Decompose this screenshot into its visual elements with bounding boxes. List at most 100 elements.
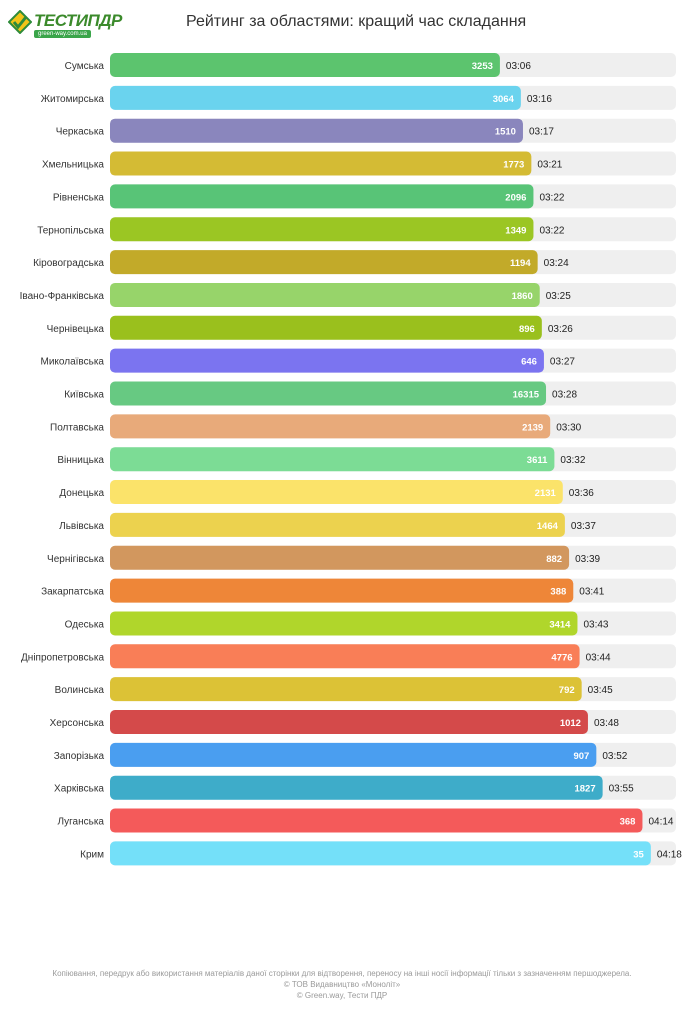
category-label: Рівненська xyxy=(53,192,105,203)
count-label: 16315 xyxy=(513,390,540,401)
count-label: 3253 xyxy=(472,61,493,72)
count-label: 896 xyxy=(519,324,535,335)
count-label: 388 xyxy=(550,587,566,598)
bar xyxy=(110,118,523,143)
time-label: 03:25 xyxy=(546,291,571,302)
bar xyxy=(110,381,547,406)
category-label: Львівська xyxy=(59,521,104,532)
time-label: 03:36 xyxy=(569,488,594,499)
bar xyxy=(110,545,570,570)
category-label: Харківська xyxy=(54,784,104,795)
bar xyxy=(110,250,538,275)
logo-text: ТЕСТИПДР xyxy=(34,11,122,30)
count-label: 882 xyxy=(546,554,562,565)
time-label: 03:48 xyxy=(594,718,619,729)
bar xyxy=(110,512,565,537)
bar xyxy=(110,841,651,866)
category-label: Закарпатська xyxy=(41,587,104,598)
time-label: 03:27 xyxy=(550,357,575,368)
bar xyxy=(110,808,643,833)
count-label: 2096 xyxy=(505,192,526,203)
count-label: 3611 xyxy=(527,455,548,466)
footer: Копіювання, передрук або використання ма… xyxy=(0,968,684,1001)
count-label: 2139 xyxy=(522,422,543,433)
time-label: 03:43 xyxy=(583,619,608,630)
chart-title: Рейтинг за областями: кращий час складан… xyxy=(186,13,527,30)
time-label: 03:52 xyxy=(602,751,627,762)
bar xyxy=(110,315,542,340)
bar xyxy=(110,85,521,110)
bar xyxy=(110,677,582,702)
bar xyxy=(110,644,580,669)
count-label: 4776 xyxy=(551,652,572,663)
count-label: 1827 xyxy=(574,784,595,795)
time-label: 03:37 xyxy=(571,521,596,532)
count-label: 1510 xyxy=(495,127,516,138)
time-label: 03:22 xyxy=(539,225,564,236)
time-label: 03:21 xyxy=(537,160,562,171)
category-label: Хмельницька xyxy=(42,160,104,171)
bar xyxy=(110,480,563,505)
category-label: Черкаська xyxy=(56,127,105,138)
time-label: 03:06 xyxy=(506,61,531,72)
bar-chart: Сумська 3253 03:06 Житомирська 3064 03:16 Черк… xyxy=(20,53,682,866)
count-label: 792 xyxy=(559,685,575,696)
category-label: Полтавська xyxy=(50,422,104,433)
category-label: Івано-Франківська xyxy=(20,291,105,302)
bar xyxy=(110,611,578,636)
bar xyxy=(110,151,532,176)
category-label: Сумська xyxy=(65,61,105,72)
count-label: 1773 xyxy=(503,160,524,171)
category-label: Запорізька xyxy=(54,751,105,762)
category-label: Вінницька xyxy=(57,455,104,466)
count-label: 3414 xyxy=(549,619,571,630)
time-label: 03:55 xyxy=(609,784,634,795)
bar xyxy=(110,348,544,373)
category-label: Дніпропетровська xyxy=(21,652,104,663)
category-label: Херсонська xyxy=(50,718,105,729)
count-label: 368 xyxy=(620,817,636,828)
category-label: Крим xyxy=(80,849,104,860)
count-label: 907 xyxy=(573,751,589,762)
time-label: 03:32 xyxy=(560,455,585,466)
count-label: 1194 xyxy=(510,258,531,269)
time-label: 03:41 xyxy=(579,587,604,598)
count-label: 2131 xyxy=(535,488,557,499)
category-label: Чернігівська xyxy=(47,554,104,565)
bar xyxy=(110,414,551,439)
category-label: Тернопільська xyxy=(37,225,104,236)
bar xyxy=(110,217,534,242)
bar xyxy=(110,710,588,734)
time-label: 03:16 xyxy=(527,94,552,105)
category-label: Донецька xyxy=(59,488,104,499)
time-label: 03:24 xyxy=(544,258,569,269)
count-label: 35 xyxy=(633,849,644,860)
time-label: 03:44 xyxy=(586,652,611,663)
category-label: Миколаївська xyxy=(41,357,105,368)
count-label: 3064 xyxy=(493,94,515,105)
time-label: 04:14 xyxy=(648,817,673,828)
category-label: Луганська xyxy=(57,817,104,828)
time-label: 03:17 xyxy=(529,127,554,138)
time-label: 03:22 xyxy=(539,192,564,203)
time-label: 04:18 xyxy=(657,849,682,860)
category-label: Київська xyxy=(64,390,104,401)
category-label: Одеська xyxy=(65,619,105,630)
logo-subtitle: green-way.com.ua xyxy=(34,30,91,38)
count-label: 1860 xyxy=(512,291,533,302)
brand-logo[interactable]: ТЕСТИПДР green-way.com.ua xyxy=(8,10,122,38)
time-label: 03:26 xyxy=(548,324,573,335)
time-label: 03:45 xyxy=(588,685,613,696)
count-label: 646 xyxy=(521,357,537,368)
time-label: 03:30 xyxy=(556,422,581,433)
category-label: Кіровоградська xyxy=(33,258,104,269)
bar xyxy=(110,742,597,767)
bar xyxy=(110,53,500,77)
count-label: 1349 xyxy=(505,225,526,236)
copyright-publisher: © ТОВ Видавництво «Моноліт» xyxy=(283,980,401,989)
bar xyxy=(110,184,534,209)
bar xyxy=(110,775,603,800)
count-label: 1012 xyxy=(560,718,581,729)
copyright-notice: Копіювання, передрук або використання ма… xyxy=(52,969,632,978)
category-label: Волинська xyxy=(55,685,105,696)
